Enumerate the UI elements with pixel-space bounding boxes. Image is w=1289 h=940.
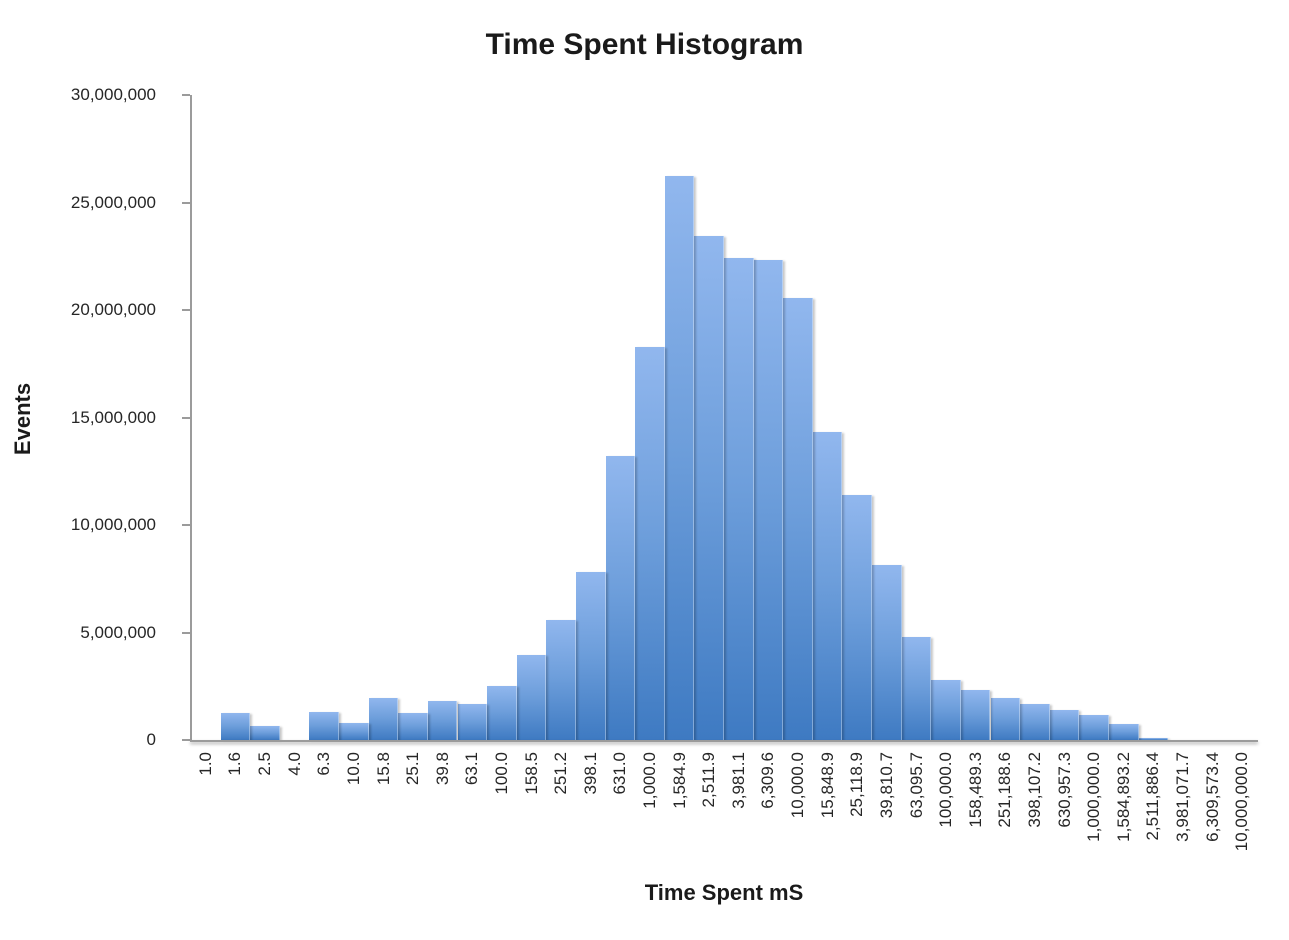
histogram-bar — [635, 346, 665, 740]
x-axis-tick-label: 3,981.1 — [728, 752, 748, 809]
x-axis-tick-label: 15,848.9 — [817, 752, 837, 819]
histogram-bar — [694, 235, 724, 740]
x-axis-tick-label: 1,000,000.0 — [1084, 752, 1104, 842]
histogram-bar — [398, 712, 428, 740]
plot-area: 0 5,000,000 10,000,000 15,000,000 20,000,000… — [71, 85, 1258, 749]
x-axis-tick-label: 6,309,573.4 — [1202, 752, 1222, 842]
x-axis-tick-label: 39.8 — [432, 752, 452, 786]
histogram-bar — [339, 723, 369, 740]
x-axis-tick-label: 15.8 — [373, 752, 393, 786]
histogram-bar — [960, 689, 991, 740]
x-axis-line — [190, 740, 1258, 742]
y-axis-tick-label: 0 — [146, 730, 156, 749]
x-axis-tick-label: 3,981,071.7 — [1173, 752, 1192, 842]
x-axis-tick-label: 630,957.3 — [1054, 752, 1074, 828]
x-axis-tick-label: 398.1 — [580, 752, 600, 795]
histogram-bar — [1020, 703, 1050, 740]
chart-title: Time Spent Histogram — [485, 28, 804, 61]
histogram-bar — [990, 698, 1021, 740]
x-axis-tick-label: 251.2 — [551, 752, 571, 795]
histogram-bar — [753, 259, 784, 740]
x-axis-tick-label: 4.0 — [284, 752, 304, 776]
x-axis-tick-label: 25,118.9 — [847, 752, 867, 817]
y-axis-tick-mark — [182, 309, 190, 311]
x-axis-tick-label: 1,584,893.2 — [1113, 752, 1133, 842]
x-axis-tick-label: 10.0 — [343, 752, 363, 786]
x-axis-tick-label: 100.0 — [491, 752, 511, 795]
x-axis-tick-label: 6.3 — [314, 752, 334, 776]
x-axis-tick-label: 631.0 — [610, 752, 630, 795]
histogram-bar — [812, 431, 843, 740]
histogram-bar — [250, 726, 280, 740]
y-axis-tick-mark — [182, 416, 190, 419]
histogram-bar — [901, 636, 932, 740]
y-axis-tick-label: 15,000,000 — [70, 407, 156, 427]
x-axis-tick-label: 2.5 — [255, 752, 274, 776]
x-axis-tick-label: 100,000.0 — [936, 752, 956, 828]
x-axis-tick-label: 158,489.3 — [965, 752, 985, 828]
x-axis-tick-label: 158.5 — [521, 752, 541, 795]
histogram-bar — [931, 679, 961, 740]
x-axis-tick-label: 10,000,000.0 — [1232, 752, 1252, 852]
y-axis-tick-mark — [182, 524, 190, 526]
y-axis-line — [190, 95, 192, 741]
histogram-bar — [842, 494, 873, 740]
x-axis-tick-label: 1.6 — [225, 752, 245, 776]
histogram-bar — [605, 456, 636, 740]
y-axis-tick-label: 25,000,000 — [70, 192, 156, 212]
histogram-bar — [487, 686, 517, 740]
y-axis-tick-label: 10,000,000 — [70, 515, 156, 534]
histogram-bar — [724, 258, 754, 740]
x-axis-tick-label: 6,309.6 — [758, 752, 778, 809]
histogram-bar — [516, 655, 547, 740]
y-axis-tick-label: 20,000,000 — [70, 300, 156, 319]
histogram-bar — [1049, 709, 1080, 740]
y-axis-tick-mark — [182, 631, 190, 634]
x-axis-tick-label: 1,000.0 — [640, 752, 659, 809]
histogram-bar — [427, 700, 458, 740]
x-axis-tick-label: 2,511,886.4 — [1143, 752, 1163, 841]
y-axis-tick-label: 30,000,000 — [70, 85, 156, 104]
x-axis-tick-label: 251,188.6 — [995, 752, 1015, 828]
x-axis-tick-label: 25.1 — [403, 752, 423, 786]
histogram-bar — [664, 175, 695, 740]
x-axis-tick-label: 39,810.7 — [876, 752, 896, 819]
x-axis-tick-label: 1,584.9 — [669, 752, 689, 809]
y-axis-tick-mark — [182, 201, 190, 204]
histogram-bar — [1138, 738, 1169, 740]
histogram-bar — [220, 713, 251, 740]
x-axis-tick-label: 63.1 — [462, 752, 482, 786]
histogram-bar — [309, 711, 340, 740]
y-axis-tick-label: 5,000,000 — [80, 622, 156, 642]
y-axis-tick-mark — [182, 94, 190, 96]
histogram-bar — [368, 698, 399, 740]
x-axis-tick-label: 10,000.0 — [788, 752, 807, 819]
histogram-bar — [546, 619, 576, 740]
histogram-bar — [872, 564, 902, 740]
x-axis-labels: 1.0 1.6 2.5 4.0 6.3 10.0 15.8 25.1 39.8 63.1 100.0… — [191, 752, 1257, 882]
histogram-bar — [575, 572, 606, 740]
x-axis-tick-label: 1.0 — [195, 752, 215, 776]
histogram-bar — [457, 703, 488, 740]
histogram-bar — [1108, 723, 1139, 740]
histogram-bar — [783, 298, 813, 740]
y-axis-tick-mark — [182, 739, 190, 741]
x-axis-tick-label: 63,095.7 — [906, 752, 926, 819]
x-axis-tick-label: 2,511.9 — [699, 752, 719, 808]
x-axis-title: Time Spent mS — [644, 880, 804, 905]
bars-container — [191, 95, 1257, 740]
x-axis-tick-label: 398,107.2 — [1024, 752, 1044, 828]
histogram-bar — [1079, 715, 1109, 740]
